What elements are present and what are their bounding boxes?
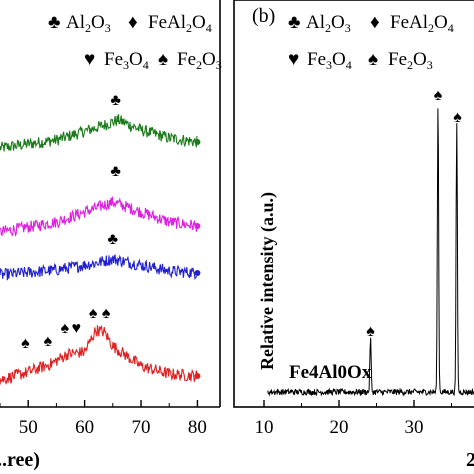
panel-a-ticks: 50 60 70 80 bbox=[0, 400, 207, 438]
panel-b-series bbox=[267, 108, 474, 397]
panel-b-x-axis-label-partial: 2 bbox=[466, 449, 474, 471]
legend-b-al2o3: Al2O3 bbox=[306, 12, 351, 35]
panel-b-frame bbox=[233, 0, 474, 408]
panel-a-series-line-0 bbox=[0, 114, 198, 152]
panel-a-peak-marker-3: ♠ bbox=[21, 335, 30, 352]
legend-b: ♣ Al2O3 ♦ FeAl2O4 ♥ Fe3O4 ♠ Fe2O3 bbox=[288, 12, 454, 72]
panel-b-label: (b) bbox=[252, 5, 275, 27]
panel-b-series-line bbox=[267, 108, 474, 397]
legend-b-fe3o4: Fe3O4 bbox=[307, 49, 352, 72]
panel-b-peak-marker-0: ♠ bbox=[366, 323, 375, 340]
panel-a-series-line-1 bbox=[0, 196, 198, 238]
legend-b-spade-symbol: ♠ bbox=[368, 49, 378, 70]
panel-a-peak-marker-4: ♠ bbox=[44, 333, 53, 350]
panel-a-peak-marker-8: ♠ bbox=[102, 305, 111, 322]
legend-b-diamond-symbol: ♦ bbox=[370, 12, 380, 33]
panel-a-peak-marker-5: ♠ bbox=[61, 320, 70, 337]
legend-a-al2o3: Al2O3 bbox=[66, 12, 111, 35]
legend-b-feal2o4: FeAl2O4 bbox=[390, 12, 454, 35]
legend-a-fe3o4: Fe3O4 bbox=[104, 49, 149, 72]
legend-a: ♣ Al2O3 ♦ FeAl2O4 ♥ Fe3O4 ♠ Fe2O3 bbox=[48, 12, 222, 72]
legend-b-club-symbol: ♣ bbox=[288, 12, 300, 33]
panel-a-series-end-dot-3 bbox=[194, 373, 201, 379]
panel-a-series-end-dot-1 bbox=[194, 223, 201, 229]
panel-a-peak-marker-2: ♣ bbox=[108, 231, 119, 248]
legend-a-club-symbol: ♣ bbox=[48, 12, 60, 33]
panel-a-peak-marker-1: ♣ bbox=[110, 163, 121, 180]
legend-b-fe2o3: Fe2O3 bbox=[388, 49, 433, 72]
panel-b-markers: ♠ ♠ ♠ bbox=[366, 87, 462, 340]
panel-a-tick-label-0: 50 bbox=[19, 417, 38, 438]
legend-a-fe2o3: Fe2O3 bbox=[177, 49, 222, 72]
panel-a-tick-label-2: 70 bbox=[132, 417, 151, 438]
panel-a-x-axis-label: ...ree) bbox=[0, 449, 40, 471]
legend-a-spade-symbol: ♠ bbox=[158, 49, 168, 70]
panel-b-tick-label-2: 30 bbox=[405, 417, 424, 438]
legend-b-heart-symbol: ♥ bbox=[288, 49, 299, 70]
panel-b-ticks: 10 20 30 bbox=[255, 400, 452, 438]
panel-a-tick-label-1: 60 bbox=[75, 417, 94, 438]
legend-a-heart-symbol: ♥ bbox=[84, 49, 95, 70]
panel-a-markers: ♣♣♣♠ ♠♠ ♥♠ ♠ bbox=[21, 92, 121, 352]
legend-a-feal2o4: FeAl2O4 bbox=[148, 12, 212, 35]
panel-a-tick-label-3: 80 bbox=[188, 417, 207, 438]
panel-a-peak-marker-6: ♥ bbox=[71, 320, 81, 337]
panel-b-peak-marker-2: ♠ bbox=[453, 109, 462, 126]
panel-b: (b) ♣ Al2O3 ♦ FeAl2O4 ♥ Fe3O4 ♠ Fe2O3 Re… bbox=[233, 0, 474, 471]
panel-b-tick-label-1: 20 bbox=[330, 417, 349, 438]
panel-b-peak-marker-1: ♠ bbox=[434, 87, 443, 104]
panel-a-series-end-dot-0 bbox=[194, 139, 201, 145]
panel-b-tick-label-0: 10 bbox=[255, 417, 274, 438]
panel-a-series-line-3 bbox=[0, 324, 198, 385]
panel-a: ♣ Al2O3 ♦ FeAl2O4 ♥ Fe3O4 ♠ Fe2O3 ♣♣♣♠ ♠♠… bbox=[0, 0, 222, 471]
panel-b-sample-label: Fe4Al0Ox bbox=[289, 362, 372, 383]
panel-a-series-end-dot-2 bbox=[194, 270, 201, 276]
panel-a-peak-marker-7: ♠ bbox=[89, 305, 98, 322]
panel-b-y-axis-label: Relative intensity (a.u.) bbox=[257, 192, 278, 370]
panel-a-series bbox=[0, 114, 201, 385]
legend-a-diamond-symbol: ♦ bbox=[128, 12, 138, 33]
panel-a-peak-marker-0: ♣ bbox=[110, 92, 121, 109]
panel-a-series-line-2 bbox=[0, 254, 197, 281]
